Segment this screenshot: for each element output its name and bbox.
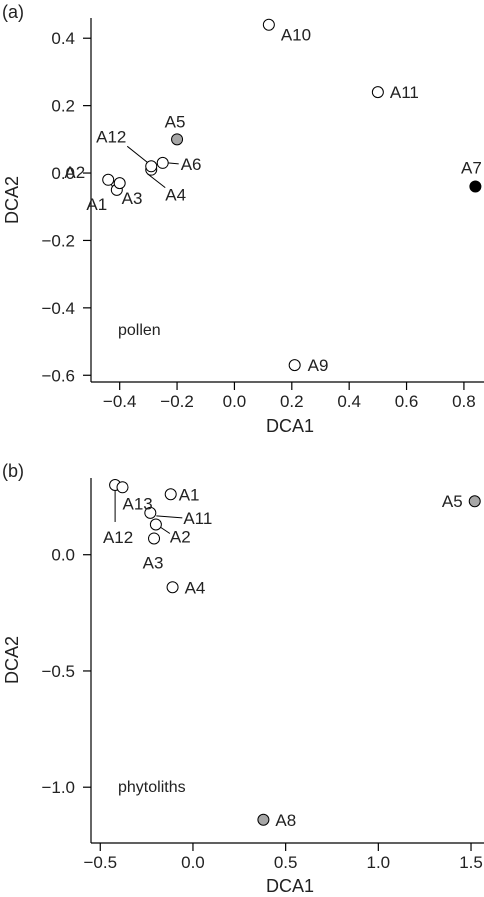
point-label-a11: A11 (390, 83, 419, 102)
leader-line-a4 (146, 173, 166, 189)
x-tick-label: −0.5 (83, 853, 117, 872)
point-label-a1: A1 (179, 485, 200, 504)
data-point-a11 (371, 86, 384, 99)
point-label-a3: A3 (143, 553, 164, 572)
data-point-a3 (113, 177, 126, 190)
x-tick-label: 0.0 (223, 392, 247, 411)
panel-a-x-axis-title: DCA1 (266, 416, 314, 436)
point-label-a8: A8 (275, 811, 296, 830)
x-tick-label: 0.6 (395, 392, 419, 411)
data-point-a2 (102, 173, 115, 186)
point-label-a12: A12 (103, 528, 133, 547)
x-tick-label: 0.5 (274, 853, 298, 872)
data-point-a5 (468, 495, 481, 508)
data-point-a8 (257, 813, 270, 826)
point-label-a2: A2 (170, 527, 191, 546)
leader-line-a6 (167, 162, 179, 165)
data-point-a9 (288, 359, 301, 372)
point-label-a6: A6 (181, 155, 202, 174)
panel-a-annotation: pollen (118, 322, 161, 339)
point-label-a12: A12 (96, 127, 126, 146)
y-tick-label: 0.2 (51, 97, 75, 116)
point-label-a3: A3 (122, 189, 143, 208)
point-label-a5: A5 (442, 492, 463, 511)
point-label-a13: A13 (123, 494, 153, 513)
data-point-a5 (171, 133, 184, 146)
data-point-a1 (164, 488, 177, 501)
x-tick-label: 0.2 (280, 392, 304, 411)
point-label-a10: A10 (281, 26, 311, 45)
x-tick-label: 0.0 (181, 853, 205, 872)
x-tick-label: 1.0 (367, 853, 391, 872)
panel-a-label: (a) (2, 2, 24, 22)
panel-a-axes (90, 18, 484, 383)
y-tick-label: 0.0 (51, 164, 75, 183)
y-tick-label: 0.0 (51, 546, 75, 565)
leader-line-a2 (160, 527, 171, 534)
point-label-a7: A7 (461, 159, 482, 178)
point-label-a1: A1 (86, 195, 107, 214)
point-label-a4: A4 (185, 578, 206, 597)
point-label-a9: A9 (308, 356, 329, 375)
data-point-a7 (469, 180, 482, 193)
panel-b-y-axis-title: DCA2 (2, 636, 22, 684)
data-point-a6 (156, 156, 169, 169)
data-point-a13 (116, 481, 129, 494)
leader-line-a12 (126, 145, 148, 163)
data-point-a12 (145, 160, 158, 173)
panel-b-label: (b) (2, 461, 24, 481)
x-tick-label: 0.8 (452, 392, 476, 411)
y-tick-label: −1.0 (41, 778, 75, 797)
point-label-a11: A11 (183, 509, 212, 528)
data-point-a11 (144, 506, 157, 519)
x-tick-label: −0.4 (103, 392, 137, 411)
y-tick-label: −0.5 (41, 662, 75, 681)
data-point-a2 (149, 518, 162, 531)
y-tick-label: −0.2 (41, 231, 75, 250)
panel-b-axes (90, 478, 484, 844)
leader-line-a11 (156, 515, 183, 519)
y-tick-label: −0.6 (41, 366, 75, 385)
data-point-a3 (148, 532, 161, 545)
point-label-a2: A2 (64, 163, 85, 182)
panel-a-y-axis-title: DCA2 (2, 176, 22, 224)
panel-b-phytoliths: (b) −0.5 0.0 0.5 1.0 1.5 −1.0 −0.5 0.0 DCA1 DC… (2, 461, 484, 896)
y-tick-label: −0.4 (41, 299, 75, 318)
x-tick-label: 1.5 (459, 853, 483, 872)
point-label-a5: A5 (165, 112, 186, 131)
data-point-a4 (166, 581, 179, 594)
y-tick-label: 0.4 (51, 29, 75, 48)
panel-b-x-axis-title: DCA1 (266, 876, 314, 896)
data-point-a10 (262, 18, 275, 31)
panel-a-pollen: (a) −0.4 −0.2 0.0 0.2 0.4 0.6 0.8 −0.6 −0.4 −0.2… (2, 2, 484, 436)
panel-b-annotation: phytoliths (118, 779, 186, 796)
point-label-a4: A4 (165, 186, 186, 205)
x-tick-label: 0.4 (337, 392, 361, 411)
x-tick-label: −0.2 (160, 392, 194, 411)
